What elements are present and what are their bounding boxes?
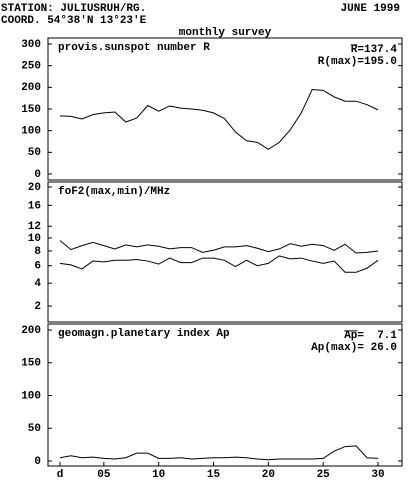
y-tick-label: 100 — [21, 390, 41, 402]
y-tick-label: 2 — [34, 301, 41, 313]
y-tick-label: 300 — [21, 39, 41, 51]
annotation: Ap(max)= 26.0 — [311, 342, 397, 354]
subtitle: monthly survey — [179, 27, 272, 39]
panel-title: geomagn.planetary index Ap — [58, 328, 230, 340]
y-tick-label: 200 — [21, 82, 41, 94]
x-tick-label: 20 — [262, 469, 275, 480]
x-tick-label: 15 — [207, 469, 221, 480]
x-tick-label: 25 — [317, 469, 331, 480]
coord: COORD. 54°38'N 13°23'E — [1, 15, 147, 27]
data-line — [59, 445, 379, 461]
x-tick-label: 30 — [371, 469, 384, 480]
panel-title: foF2(max,min)/MHz — [58, 186, 170, 198]
y-tick-label: 150 — [21, 104, 41, 116]
y-tick-label: 50 — [28, 147, 41, 159]
y-tick-label: 250 — [21, 61, 41, 73]
data-line — [59, 88, 379, 150]
annotation: Ap= 7.1 — [344, 330, 397, 342]
y-tick-label: 150 — [21, 358, 41, 370]
panel-frame — [47, 181, 403, 323]
panel-title: provis.sunspot number R — [58, 42, 210, 54]
annotation: R(max)=195.0 — [318, 56, 397, 68]
y-tick-label: 16 — [28, 200, 41, 212]
data-line — [59, 255, 379, 273]
y-tick-label: 8 — [34, 246, 41, 258]
y-tick-label: 100 — [21, 126, 41, 138]
station: STATION: JULIUSRUH/RG. — [1, 3, 146, 15]
annotation: R=137.4 — [351, 44, 398, 56]
y-tick-label: 20 — [28, 182, 41, 194]
y-tick-label: 0 — [34, 169, 41, 181]
x-tick-label: 05 — [97, 469, 111, 480]
y-tick-label: 4 — [34, 278, 41, 290]
y-tick-label: 0 — [34, 456, 41, 468]
y-tick-label: 200 — [21, 325, 41, 337]
y-tick-label: 10 — [28, 233, 41, 245]
y-tick-label: 50 — [28, 423, 41, 435]
y-tick-label: 12 — [28, 221, 41, 233]
x-tick-label: d — [57, 469, 64, 480]
y-tick-label: 6 — [34, 261, 41, 273]
x-tick-label: 10 — [152, 469, 165, 480]
month: JUNE 1999 — [341, 3, 400, 15]
data-line — [59, 240, 379, 254]
